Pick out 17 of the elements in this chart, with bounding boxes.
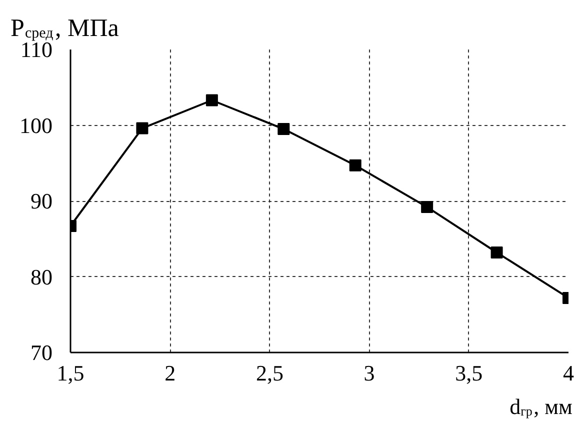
x-tick-label: 2 (164, 360, 176, 386)
point (136, 122, 148, 134)
point (421, 201, 434, 214)
x-axis-title: dгр, мм (510, 394, 572, 419)
x-tick-label: 1,5 (56, 360, 84, 386)
y-tick-label: 80 (30, 264, 52, 290)
y-tick-label: 100 (20, 112, 52, 138)
point (490, 246, 503, 259)
y-tick-label: 70 (30, 340, 52, 365)
point (349, 159, 362, 172)
x-tick-label: 2,5 (256, 360, 284, 386)
x-tick-label: 3 (364, 360, 375, 386)
point (278, 123, 290, 136)
y-tick-label: 90 (30, 188, 52, 214)
point (206, 94, 218, 106)
x-tick-label: 4 (563, 360, 574, 386)
x-tick-label: 3,5 (455, 360, 483, 386)
